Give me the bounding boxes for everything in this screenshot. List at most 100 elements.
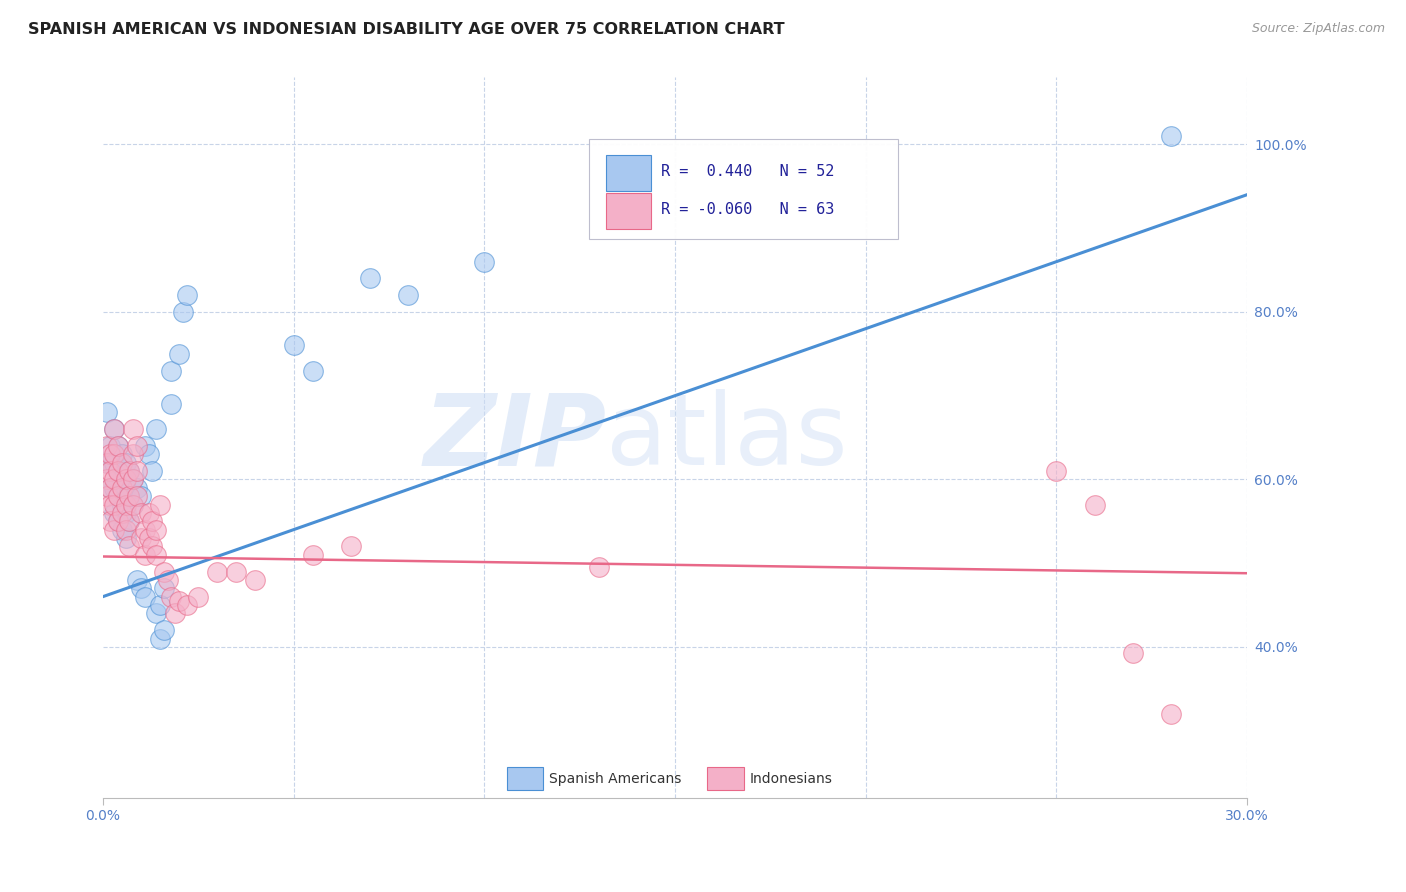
Point [111,447,134,461]
Point [134,523,156,537]
Point [96,439,118,453]
Point [111,456,134,470]
Point [103,523,125,537]
Point [149,498,172,512]
Point [129,582,152,596]
Point [107,464,129,478]
Point [96,489,118,503]
Point [103,498,125,512]
Text: atlas: atlas [606,389,848,486]
Point [207,565,229,579]
Point [1122,646,1144,660]
Point [111,498,134,512]
Point [172,305,194,319]
Point [165,607,187,621]
Point [114,506,136,520]
Point [103,506,125,520]
Point [122,498,145,512]
Point [145,548,167,562]
Point [301,363,323,377]
Point [1160,706,1182,721]
Point [118,464,141,478]
Point [114,456,136,470]
Point [127,573,149,587]
Point [149,632,172,646]
Point [1045,464,1067,478]
Point [160,363,183,377]
Point [122,472,145,486]
Point [1160,129,1182,144]
Point [145,422,167,436]
Point [283,338,305,352]
Point [100,498,122,512]
Point [103,456,125,470]
Text: R = -0.060   N = 63: R = -0.060 N = 63 [661,202,835,217]
Text: Source: ZipAtlas.com: Source: ZipAtlas.com [1251,22,1385,36]
Point [118,489,141,503]
Point [107,439,129,453]
Point [127,439,149,453]
Point [160,397,183,411]
Point [107,489,129,503]
Text: Indonesians: Indonesians [749,772,832,786]
Point [107,514,129,528]
Point [359,271,381,285]
Point [103,447,125,461]
FancyBboxPatch shape [506,767,543,790]
Point [127,481,149,495]
Point [100,481,122,495]
Point [107,464,129,478]
Point [339,540,361,554]
Point [96,405,118,419]
Point [127,489,149,503]
Point [107,514,129,528]
Point [145,607,167,621]
Point [167,347,190,361]
Point [138,506,160,520]
FancyBboxPatch shape [606,155,651,191]
Point [96,472,118,486]
FancyBboxPatch shape [707,767,744,790]
FancyBboxPatch shape [606,194,651,228]
Point [111,506,134,520]
Point [114,523,136,537]
Point [153,582,176,596]
Point [245,573,267,587]
Point [156,573,179,587]
Point [588,560,610,574]
Point [134,439,156,453]
Point [100,439,122,453]
Point [176,288,198,302]
Point [114,531,136,545]
Text: ZIP: ZIP [423,389,606,486]
Point [145,523,167,537]
Point [100,456,122,470]
Point [153,565,176,579]
Point [111,481,134,495]
Point [138,531,160,545]
Point [141,464,163,478]
Point [111,472,134,486]
Point [134,548,156,562]
Point [107,489,129,503]
Point [129,506,152,520]
Point [100,447,122,461]
Point [118,514,141,528]
Point [96,456,118,470]
FancyBboxPatch shape [589,138,898,239]
Point [141,514,163,528]
Point [396,288,419,302]
Point [301,548,323,562]
Point [122,472,145,486]
Point [103,472,125,486]
Point [122,422,145,436]
Point [153,623,176,637]
Point [167,594,190,608]
Point [127,464,149,478]
Point [114,498,136,512]
Point [129,531,152,545]
Point [100,481,122,495]
Point [103,481,125,495]
Point [1083,498,1105,512]
Point [134,590,156,604]
